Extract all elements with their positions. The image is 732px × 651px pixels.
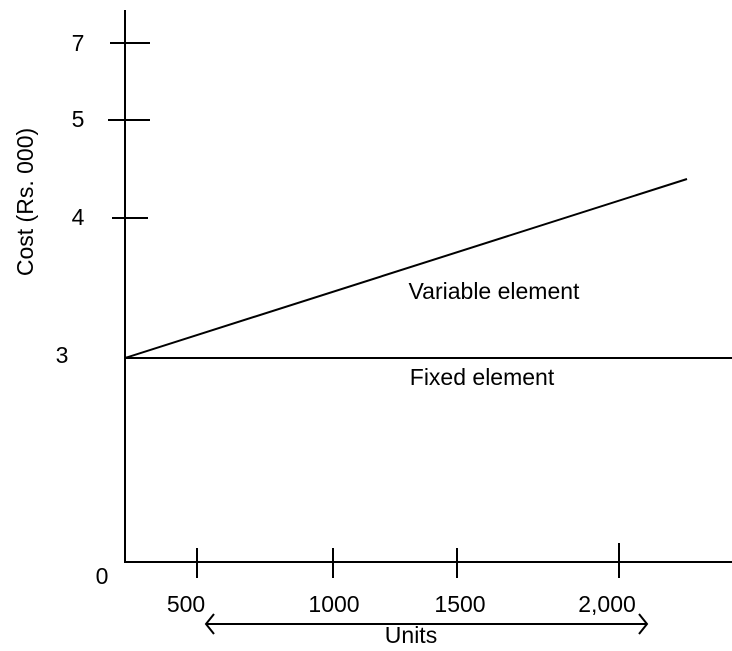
x-tick-label: 2,000: [578, 591, 636, 617]
variable-line: [124, 178, 688, 359]
arrow-head: [204, 613, 215, 635]
y-tick-label: 7: [72, 30, 85, 56]
x-tick-label: 500: [167, 591, 205, 617]
arrow-head: [638, 613, 649, 635]
x-tick-label: 1000: [308, 591, 359, 617]
variable-label: Variable element: [409, 278, 581, 304]
origin-label: 0: [96, 563, 109, 589]
fixed-label: Fixed element: [410, 364, 555, 390]
y-axis-label: Cost (Rs. 000): [12, 128, 38, 276]
x-axis-label: Units: [385, 622, 437, 648]
y-tick-label: 4: [72, 204, 85, 230]
y-tick-label: 5: [72, 106, 85, 132]
x-tick-label: 1500: [434, 591, 485, 617]
y-tick-label: 3: [56, 342, 69, 368]
